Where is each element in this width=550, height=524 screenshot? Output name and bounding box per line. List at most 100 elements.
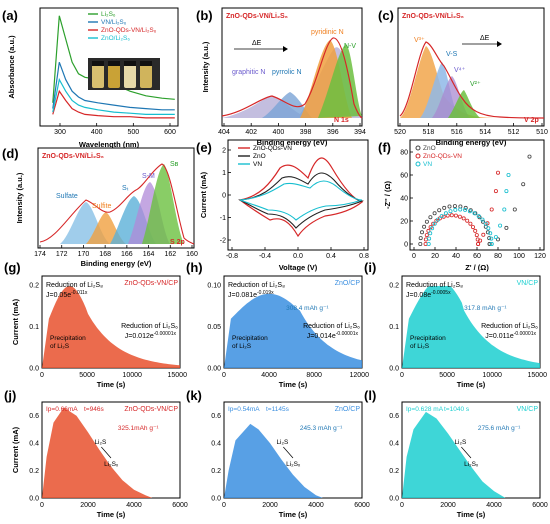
panel-c: (c) Binding energy (eV) ZnO-QDs-VN/Li₂S₆… (378, 7, 548, 147)
nyquist-point (483, 221, 488, 226)
annot-reduction-s8: Reduction of Li₂S₈ (228, 282, 285, 289)
nyquist-point (476, 241, 481, 246)
panel-e-xtick-label: -0.4 (259, 253, 271, 260)
annot-capacity: 317.8 mAh g⁻¹ (464, 305, 507, 312)
panel-b-frame (221, 7, 363, 127)
label-pyrrolic: pyrrolic N (272, 69, 302, 76)
deposition-curve-j (42, 407, 153, 498)
nyquist-point (432, 211, 437, 216)
panel-c-title: ZnO-QDs-VN/Li₂S₆ (402, 13, 464, 20)
nyquist-point (485, 221, 490, 226)
panel-letter-j: (j) (4, 388, 16, 403)
nyquist-point (458, 207, 463, 212)
series-line-1 (52, 61, 175, 111)
xtick-label: 0 (400, 372, 404, 379)
xtick-label: 5000 (439, 372, 455, 379)
annot-ip: Ip=0.628 mA (406, 406, 444, 413)
panel-f-ytick-label: 80 (400, 150, 408, 157)
nyquist-point (422, 224, 427, 229)
annot-li2s: Li₂S (94, 439, 107, 446)
panel-e-xtick-label: 0.0 (293, 253, 303, 260)
nyquist-point (486, 226, 491, 231)
annot-li2sx: Li₂Sₓ (286, 461, 301, 468)
panel-letter-l: (l) (364, 388, 376, 403)
legend-label: ZnO (253, 153, 266, 160)
ytick-label: 0.0 (29, 496, 39, 503)
panel-letter-e: (e) (196, 140, 212, 155)
annot-arrow (283, 446, 294, 459)
xtick-label: 4000 (486, 502, 502, 509)
nyquist-point (488, 231, 493, 236)
xtick-label: 2000 (80, 502, 96, 509)
panel-letter-d: (d) (2, 146, 19, 161)
panel-letter-g: (g) (4, 260, 21, 275)
panel-l-tag: VN/CP (517, 406, 539, 413)
nyquist-point (428, 215, 433, 220)
panel-c-xtick-label: 514 (479, 129, 491, 136)
label-v4: V⁴⁺ (454, 67, 466, 74)
panel-b-xtick-label: 400 (273, 129, 285, 136)
panel-a-xtick-label: 600 (164, 129, 176, 136)
nyquist-point (473, 228, 478, 233)
panel-g-ylabel: Current (mA) (11, 298, 20, 345)
ytick-label: 0.2 (389, 468, 399, 475)
panel-a-frame (39, 7, 179, 127)
xtick-label: 4000 (261, 372, 277, 379)
panel-b-xtick-label: 404 (218, 129, 230, 136)
panel-letter-i: (i) (364, 260, 376, 275)
xtick-label: 6000 (532, 502, 548, 509)
label-v2p: V 2p (524, 117, 539, 124)
panel-f-xtick-label: 100 (513, 253, 525, 260)
label-sulfite: Sulfite (92, 203, 112, 210)
ytick-label: 0.10 (207, 283, 221, 290)
panel-a-xtick-label: 500 (127, 129, 139, 136)
panel-d-ylabel: Intensity (a.u.) (15, 172, 24, 223)
annot-precipitation: Precipitation (232, 335, 268, 342)
nyquist-point (453, 207, 458, 212)
annot-precipitation: Precipitation (410, 335, 446, 342)
envelope-d (39, 163, 195, 245)
peak-pyrrolic (262, 92, 312, 118)
nyquist-point (481, 232, 486, 237)
annot-li2s: Li₂S (276, 439, 289, 446)
panel-f-xtick-label: 20 (431, 253, 439, 260)
panel-d-xtick-label: 170 (78, 251, 90, 258)
panel-f-xtick-label: 0 (412, 253, 416, 260)
panel-e-xlabel: Voltage (V) (279, 263, 318, 272)
nyquist-point (424, 219, 429, 224)
panel-letter-c: (c) (378, 8, 394, 23)
panel-letter-h: (h) (186, 260, 203, 275)
panel-f-ytick-label: 20 (400, 219, 408, 226)
ytick-label: 0.4 (211, 441, 221, 448)
annot-reduction-s6: Reduction of Li₂S₆ (303, 323, 360, 330)
series-line-2 (52, 89, 175, 119)
panel-j-xlabel: Time (s) (97, 510, 126, 519)
ytick-label: 0.0 (389, 366, 399, 373)
panel-b-xtick-label: 394 (354, 129, 366, 136)
cv-znoqdsvn (238, 157, 364, 238)
panel-g: (g) 0 5000 10000 15000 0.0 0.1 0.2 Time (s) Curre… (4, 260, 187, 389)
panel-d-frame (37, 147, 195, 249)
panel-f-ytick-label: 60 (400, 173, 408, 180)
label-v2: V²⁺ (470, 81, 481, 88)
legend-label: ZnO (423, 145, 436, 152)
legend-swatch (415, 145, 421, 151)
annot-capacity: 275.6 mAh g⁻¹ (478, 425, 521, 432)
ytick-label: 0.2 (211, 468, 221, 475)
nyquist-point (480, 219, 485, 224)
panel-f-xlabel: Z' / (Ω) (465, 263, 489, 272)
ytick-label: 0.1 (29, 324, 39, 331)
panel-e-xtick-label: 0.4 (326, 253, 336, 260)
nyquist-point (427, 236, 432, 241)
xtick-label: 0 (222, 502, 226, 509)
annot-capacity: 308.4 mAh g⁻¹ (286, 305, 329, 312)
panel-e-ytick-label: -2 (220, 238, 226, 245)
nyquist-point (418, 241, 423, 246)
nyquist-point (435, 217, 440, 222)
panel-f-ytick-label: 40 (400, 196, 408, 203)
envelope-b (221, 37, 363, 119)
discharge-curve-h (224, 293, 362, 368)
nyquist-point (418, 236, 423, 241)
label-sb: Sʙ (170, 161, 179, 168)
panel-h-tag: ZnO/CP (335, 280, 361, 287)
